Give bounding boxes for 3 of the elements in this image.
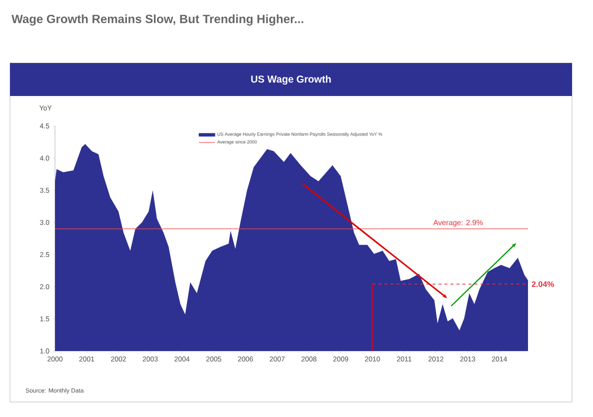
chart-subtitle: US Wage Growth <box>251 75 331 85</box>
ref-line-label: 2.04% <box>532 281 554 287</box>
chart-title: Wage Growth Remains Slow, But Trending Higher... <box>12 14 304 26</box>
